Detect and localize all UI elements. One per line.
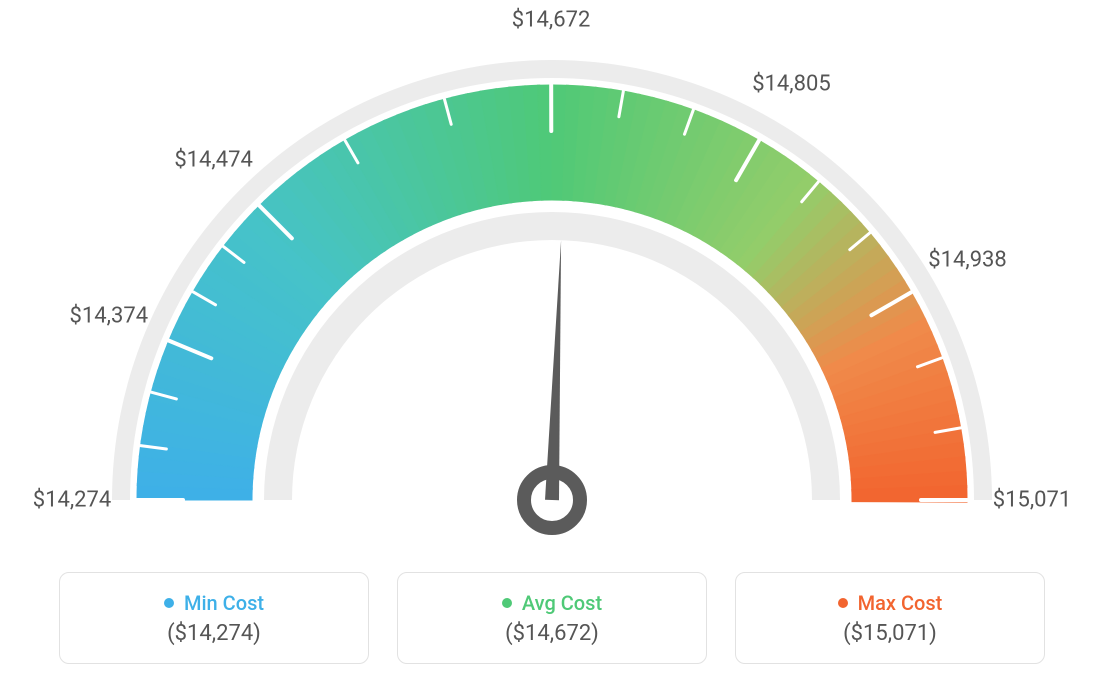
cost-gauge: $14,274 $14,374 $14,474 $14,672 $14,805 $14,9… (0, 0, 1104, 560)
scale-label: $15,071 (993, 488, 1072, 513)
max-dot (838, 598, 848, 608)
scale-label: $14,805 (752, 71, 831, 96)
avg-cost-card: Avg Cost ($14,672) (397, 572, 707, 664)
summary-cards: Min Cost ($14,274) Avg Cost ($14,672) Ma… (0, 572, 1104, 664)
min-label: Min Cost (184, 591, 264, 615)
avg-dot (502, 598, 512, 608)
min-value: ($14,274) (167, 621, 261, 646)
scale-label: $14,938 (928, 247, 1007, 272)
scale-label: $14,374 (70, 303, 149, 328)
max-value: ($15,071) (843, 621, 937, 646)
scale-label: $14,274 (33, 488, 112, 513)
min-cost-card: Min Cost ($14,274) (59, 572, 369, 664)
gauge-svg (0, 0, 1104, 560)
min-dot (164, 598, 174, 608)
scale-label: $14,672 (512, 8, 591, 33)
max-cost-card: Max Cost ($15,071) (735, 572, 1045, 664)
avg-value: ($14,672) (505, 621, 599, 646)
max-label: Max Cost (858, 591, 943, 615)
scale-label: $14,474 (174, 147, 253, 172)
avg-label: Avg Cost (522, 591, 602, 615)
